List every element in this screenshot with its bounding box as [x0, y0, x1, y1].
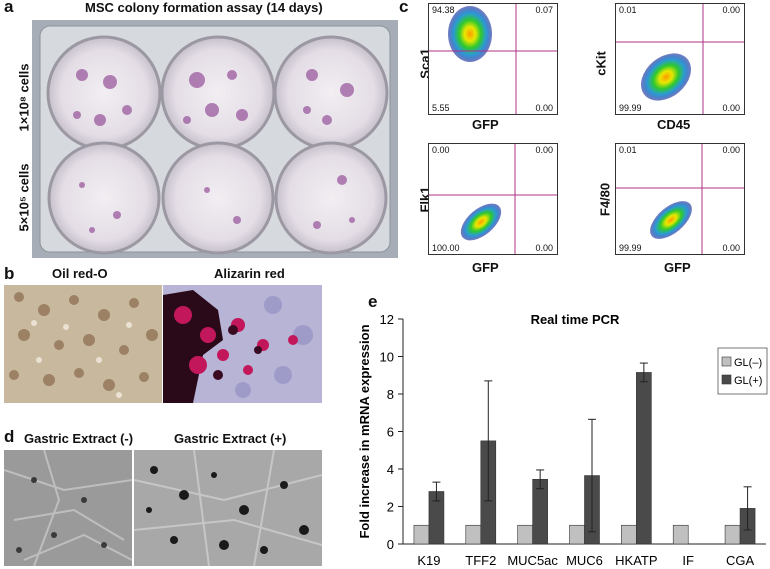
flow-plot-1-q-lr: 0.00: [535, 103, 553, 113]
panel-letter-e: e: [368, 292, 378, 311]
pcr-bar-chart: Real time PCR Fold increase in mRNA expre…: [357, 312, 768, 568]
flow-plot-4-q-lr: 0.00: [722, 243, 740, 253]
y-tick-label: 2: [387, 500, 394, 515]
alizarin-red-image: [163, 285, 322, 403]
x-tick-label-k19: K19: [417, 553, 440, 568]
flow-plot-1: 94.38 0.07 5.55 0.00: [428, 3, 558, 115]
legend-swatch-gl-pos: [721, 374, 732, 385]
panel-letter-a: a: [4, 0, 14, 16]
legend-swatch-gl-neg: [721, 356, 732, 367]
flow-plot-2-q-ll: 99.99: [619, 103, 642, 113]
flow-plot-4-q-ul: 0.01: [619, 145, 637, 155]
y-tick-label: 4: [387, 462, 394, 477]
x-tick-label-hkatp: HKATP: [615, 553, 657, 568]
alizarin-red-label: Alizarin red: [214, 266, 285, 281]
chart-title: Real time PCR: [531, 312, 620, 327]
flow-plot-3-q-ul: 0.00: [432, 145, 450, 155]
panel-letter-c: c: [399, 0, 409, 16]
gastric-extract-neg-image: [4, 450, 132, 566]
wells-top-row: [46, 35, 389, 151]
legend-box: [717, 347, 768, 395]
flow-plot-1-q-ll: 5.55: [432, 103, 450, 113]
x-tick-label-muc5ac: MUC5ac: [507, 553, 558, 568]
wells-bottom-row: [47, 141, 388, 255]
bar-gl-neg-tff2: [465, 524, 482, 545]
bar-gl-neg-k19: [413, 524, 430, 545]
y-tick-label: 12: [380, 312, 394, 327]
panel-letter-d: d: [4, 427, 15, 446]
bar-gl-neg-hkatp: [621, 524, 637, 545]
legend-label-gl-neg: GL(–): [734, 357, 762, 369]
flow-plot-2: 0.01 0.00 99.99 0.00: [615, 3, 745, 115]
bar-gl-neg-muc5ac: [517, 524, 533, 545]
bar-gl-neg-if: [672, 524, 689, 545]
flow-plot-4-ylabel: F4/80: [597, 182, 613, 217]
colonies: [73, 69, 355, 233]
row-label-low-density: 5×10⁵ cells: [16, 163, 32, 232]
oil-red-o-label: Oil red-O: [52, 266, 108, 281]
flow-plot-4-q-ur: 0.00: [722, 145, 740, 155]
flow-plot-2-ylabel: cKit: [593, 51, 609, 76]
x-tick-label-muc6: MUC6: [566, 553, 603, 568]
flow-plot-4: 0.01 0.00 99.99 0.00: [615, 143, 745, 255]
x-tick-label-if: IF: [682, 553, 694, 568]
flow-plot-2-xlabel: CD45: [657, 117, 691, 132]
flow-plot-4-xlabel: GFP: [664, 260, 691, 275]
y-tick-label: 6: [387, 425, 394, 440]
y-tick-label: 0: [387, 537, 394, 552]
flow-plot-3-q-ll: 100.00: [432, 243, 460, 253]
oil-red-o-image: [4, 285, 162, 403]
x-tick-label-tff2: TFF2: [465, 553, 496, 568]
flow-plot-3-q-lr: 0.00: [535, 243, 553, 253]
gastric-extract-neg-label: Gastric Extract (-): [24, 431, 134, 446]
row-label-high-density: 1×10⁸ cells: [16, 63, 32, 132]
bar-gl-neg-muc6: [569, 524, 585, 545]
flow-plot-3-q-ur: 0.00: [535, 145, 553, 155]
flow-plot-1-xlabel: GFP: [472, 117, 499, 132]
panel-letter-b: b: [4, 264, 15, 283]
chart-ylabel: Fold increase in mRNA expression: [357, 324, 372, 538]
flow-plot-2-q-ul: 0.01: [619, 5, 637, 15]
legend-label-gl-pos: GL(+): [734, 375, 762, 387]
bar-gl-neg-cga: [724, 524, 741, 545]
flow-plot-2-q-lr: 0.00: [722, 103, 740, 113]
flow-plot-4-q-ll: 99.99: [619, 243, 642, 253]
flow-plot-1-q-ul: 94.38: [432, 5, 455, 15]
flow-plot-3: 0.00 0.00 100.00 0.00: [428, 143, 558, 255]
gastric-extract-pos-label: Gastric Extract (+): [174, 431, 287, 446]
flow-plot-3-xlabel: GFP: [472, 260, 499, 275]
flow-plot-2-q-ur: 0.00: [722, 5, 740, 15]
bar-gl-pos-hkatp: [636, 372, 652, 545]
panel-a-title: MSC colony formation assay (14 days): [85, 0, 323, 15]
flow-plot-1-q-ur: 0.07: [535, 5, 553, 15]
y-tick-label: 10: [380, 350, 394, 365]
x-tick-label-cga: CGA: [726, 553, 755, 568]
colony-plate-photo: [32, 20, 398, 258]
y-tick-label: 8: [387, 387, 394, 402]
gastric-extract-pos-image: [134, 450, 322, 566]
